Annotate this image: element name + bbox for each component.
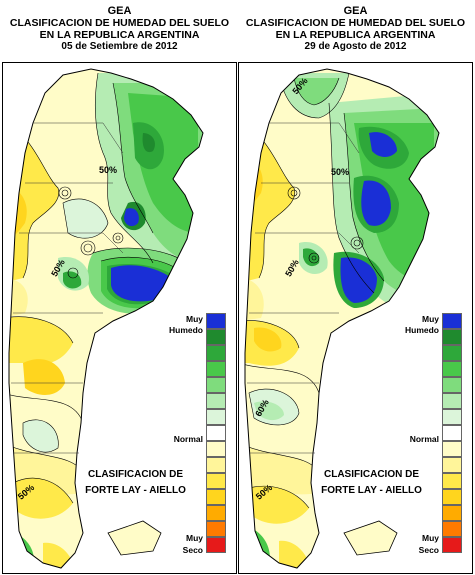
legend-color-swatch bbox=[206, 393, 226, 409]
map-frame: 50% 50% 50% CLASIFICACION DE FORTE LAY -… bbox=[2, 62, 237, 574]
legend-color-swatch bbox=[442, 329, 462, 345]
map-subtitle: EN LA REPUBLICA ARGENTINA bbox=[39, 29, 200, 41]
legend-color-swatch bbox=[442, 425, 462, 441]
legend-normal: Normal bbox=[173, 434, 203, 444]
legend-color-swatch bbox=[442, 377, 462, 393]
legend-color-swatch bbox=[442, 361, 462, 377]
legend-color-swatch bbox=[206, 409, 226, 425]
legend-color-swatch bbox=[206, 489, 226, 505]
legend-color-swatch bbox=[442, 521, 462, 537]
legend-color-swatch bbox=[442, 345, 462, 361]
soil-moisture-map bbox=[8, 68, 204, 569]
legend-color-swatch bbox=[442, 537, 462, 553]
legend-wet-2: Humedo bbox=[405, 325, 439, 335]
legend-color-swatch bbox=[206, 377, 226, 393]
legend-wet-1: Muy bbox=[422, 314, 439, 324]
legend-color-swatch bbox=[206, 457, 226, 473]
map-date: 05 de Setiembre de 2012 bbox=[61, 41, 178, 52]
legend-color-swatch bbox=[206, 521, 226, 537]
map-date: 29 de Agosto de 2012 bbox=[304, 41, 407, 52]
legend-color-swatch bbox=[206, 473, 226, 489]
legend-color-swatch bbox=[206, 361, 226, 377]
legend-color-swatch bbox=[442, 409, 462, 425]
contour-label: 50% bbox=[331, 167, 350, 177]
legend-wet-2: Humedo bbox=[169, 325, 203, 335]
map-title: CLASIFICACION DE HUMEDAD DEL SUELO bbox=[9, 17, 230, 29]
legend-color-swatch bbox=[442, 457, 462, 473]
map-title: CLASIFICACION DE HUMEDAD DEL SUELO bbox=[245, 17, 466, 29]
legend-color-swatch bbox=[206, 329, 226, 345]
soil-moisture-map bbox=[244, 68, 440, 569]
panel-left: GEA CLASIFICACION DE HUMEDAD DEL SUELO E… bbox=[2, 0, 237, 575]
legend-dry-1: Muy bbox=[422, 533, 439, 543]
legend-color-swatch bbox=[206, 505, 226, 521]
legend-color-swatch bbox=[206, 345, 226, 361]
legend-wet-1: Muy bbox=[186, 314, 203, 324]
legend-dry-2: Seco bbox=[182, 545, 203, 555]
legend-color-swatch bbox=[442, 313, 462, 329]
method-title-2: FORTE LAY - AIELLO bbox=[85, 485, 186, 496]
method-title-2: FORTE LAY - AIELLO bbox=[321, 485, 422, 496]
legend-color-swatch bbox=[442, 505, 462, 521]
legend-color-swatch bbox=[442, 473, 462, 489]
legend-color-swatch bbox=[442, 393, 462, 409]
legend-color-swatch bbox=[206, 313, 226, 329]
legend-dry-2: Seco bbox=[418, 545, 439, 555]
legend-color-swatch bbox=[206, 425, 226, 441]
method-title-1: CLASIFICACION DE bbox=[88, 469, 183, 480]
legend-normal: Normal bbox=[409, 434, 439, 444]
map-frame: 50% 50% 50% 60% 50% CLASIFICACION DE FOR… bbox=[238, 62, 473, 574]
method-title-1: CLASIFICACION DE bbox=[324, 469, 419, 480]
legend-color-swatch bbox=[206, 537, 226, 553]
panel-right: GEA CLASIFICACION DE HUMEDAD DEL SUELO E… bbox=[238, 0, 473, 575]
org-label: GEA bbox=[343, 5, 368, 17]
legend-color-swatch bbox=[206, 441, 226, 457]
contour-label: 50% bbox=[99, 165, 118, 175]
org-label: GEA bbox=[107, 5, 132, 17]
map-subtitle: EN LA REPUBLICA ARGENTINA bbox=[275, 29, 436, 41]
legend-color-swatch bbox=[442, 489, 462, 505]
legend-color-swatch bbox=[442, 441, 462, 457]
legend-dry-1: Muy bbox=[186, 533, 203, 543]
